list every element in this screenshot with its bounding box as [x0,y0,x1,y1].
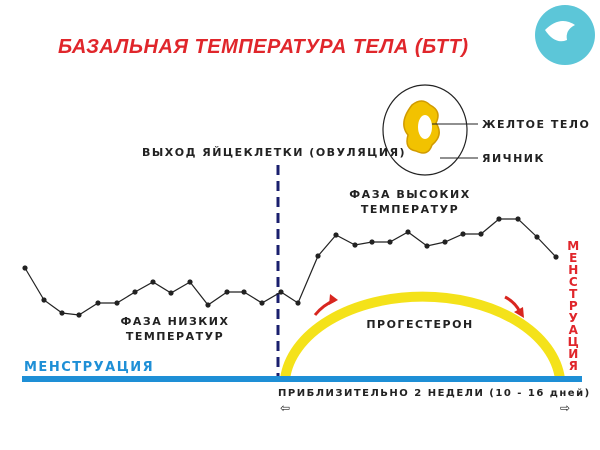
temperature-point [224,289,230,295]
temperature-point [515,216,521,222]
temperature-point [259,300,265,306]
low-phase-label: ТЕМПЕРАТУР [126,330,224,343]
menstruation-label: МЕНСТРУАЦИЯ [24,360,154,375]
ovary-shape [382,84,468,176]
high-phase-label: ТЕМПЕРАТУР [361,203,459,216]
ovulation-label: ВЫХОД ЯЙЦЕКЛЕТКИ (ОВУЛЯЦИЯ) [142,146,406,159]
arrow-head [514,307,524,318]
temperature-point [187,279,193,285]
temperature-point [168,290,174,296]
temperature-point [405,229,411,235]
temperature-point [352,242,358,248]
temperature-point [241,289,247,295]
temperature-points [22,216,559,318]
temperature-point [442,239,448,245]
temperature-point [315,253,321,259]
arrow-head [329,294,338,305]
temperature-point [478,231,484,237]
arrow-icon: ⇦ [280,401,292,415]
temperature-point [496,216,502,222]
temperature-point [22,265,28,271]
temperature-point [114,300,120,306]
duration-label: ПРИБЛИЗИТЕЛЬНО 2 НЕДЕЛИ (10 - 16 дней) [278,388,591,399]
temperature-point [59,310,65,316]
temperature-point [369,239,375,245]
progesterone-arc [280,291,565,380]
temperature-point [278,289,284,295]
temperature-point [424,243,430,249]
low-phase-label: ФАЗА НИЗКИХ [121,315,230,328]
temperature-point [76,312,82,318]
high-phase-label: ФАЗА ВЫСОКИХ [349,188,470,201]
corpus-label: ЖЕЛТОЕ ТЕЛО [482,118,590,131]
temperature-point [553,254,559,260]
temperature-point [150,279,156,285]
arrow-icon: ⇨ [560,401,572,415]
baseline [22,376,582,382]
title: БАЗАЛЬНАЯ ТЕМПЕРАТУРА ТЕЛА (БТТ) [58,36,469,58]
temperature-point [387,239,393,245]
arrow [504,295,522,313]
temperature-point [460,231,466,237]
temperature-point [41,297,47,303]
temperature-point [295,300,301,306]
progesterone-label: ПРОГЕСТЕРОН [366,318,473,331]
temperature-point [132,289,138,295]
temperature-point [534,234,540,240]
temperature-point [95,300,101,306]
temperature-point [333,232,339,238]
logo-hand [545,21,575,42]
corpus-core [418,115,432,139]
ovary-label: ЯИЧНИК [482,152,545,165]
temperature-point [205,302,211,308]
temperature-line [24,218,557,316]
